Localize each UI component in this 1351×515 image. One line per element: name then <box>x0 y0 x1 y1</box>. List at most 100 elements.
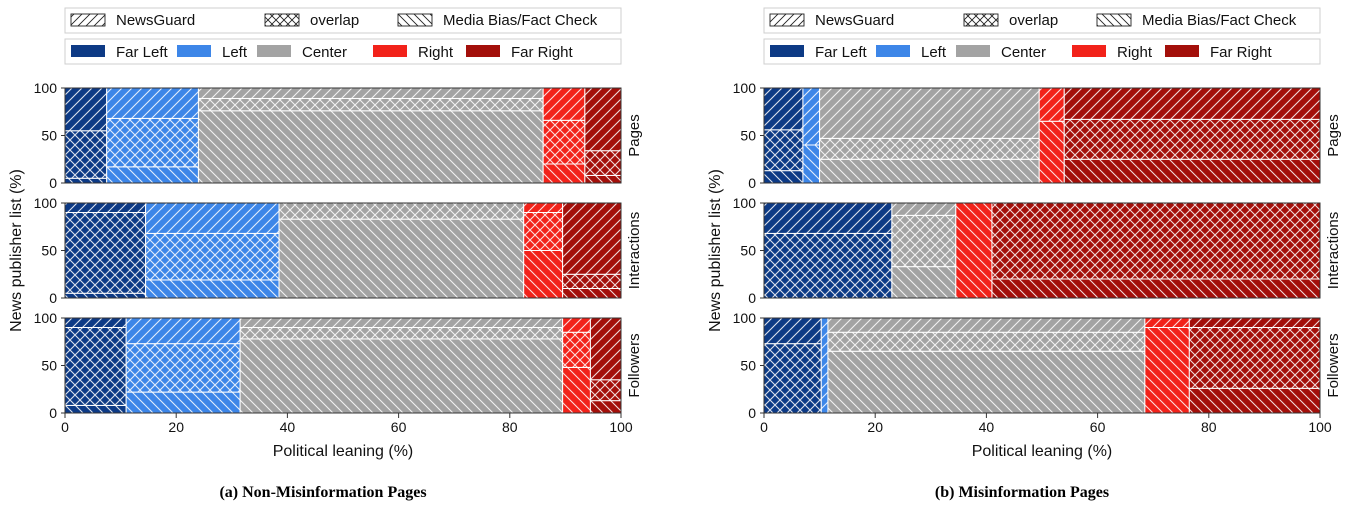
bar-center-overlap-hatch <box>198 98 544 111</box>
bar-center-overlap-hatch <box>827 332 1145 352</box>
x-tick-label: 80 <box>502 419 518 435</box>
x-axis-label: Political leaning (%) <box>273 443 414 460</box>
legend-swatch-leaning-2 <box>956 45 990 57</box>
bar-far-right-mbfc-hatch <box>584 175 621 183</box>
bar-far-right-overlap-hatch <box>562 274 621 289</box>
bar-left-newsguard-hatch <box>126 318 241 344</box>
legend-label-newsguard: NewsGuard <box>815 12 894 29</box>
legend-label-overlap: overlap <box>1009 12 1058 29</box>
panel-caption: (a) Non-Misinformation Pages <box>219 484 426 501</box>
bar-right-newsguard-hatch <box>1039 88 1065 122</box>
y-tick-label: 50 <box>41 358 57 374</box>
legend-leanings-frame <box>64 38 622 65</box>
legend-swatch-overlap <box>264 13 300 27</box>
row-pages: 0 50 100 Pages <box>733 80 1342 191</box>
chart-panel-0: NewsGuard overlap Media Bias/Fact Check Far… <box>8 7 643 501</box>
x-tick-label: 80 <box>1201 419 1217 435</box>
x-tick-label: 20 <box>168 419 184 435</box>
bar-right-newsguard-hatch <box>562 318 591 333</box>
bar-far-left-newsguard-hatch <box>764 318 822 344</box>
x-tick-label: 40 <box>280 419 296 435</box>
legend-label-leaning-3: Right <box>418 44 454 61</box>
legend-sources-frame <box>64 7 622 34</box>
bar-center-newsguard-hatch <box>819 88 1040 139</box>
legend-swatch-leaning-4 <box>1165 45 1199 57</box>
y-tick-label: 50 <box>740 243 756 259</box>
legend-swatch-leaning-0 <box>71 45 105 57</box>
bar-center-overlap-hatch <box>240 327 563 339</box>
x-tick-label: 20 <box>867 419 883 435</box>
x-axis-label: Political leaning (%) <box>972 443 1113 460</box>
y-tick-label: 100 <box>733 80 757 96</box>
bar-far-right-newsguard-hatch <box>562 203 621 275</box>
bar-right-overlap-hatch <box>562 332 591 368</box>
x-tick-label: 60 <box>1090 419 1106 435</box>
bar-far-left-mbfc-hatch <box>65 178 107 183</box>
bar-left-newsguard-hatch <box>145 203 280 234</box>
bar-far-left-newsguard-hatch <box>65 318 127 328</box>
y-tick-label: 0 <box>748 175 756 191</box>
y-tick-label: 50 <box>41 243 57 259</box>
legend-label-leaning-2: Center <box>302 44 347 61</box>
row-followers: 0 50 100 Followers <box>733 310 1342 421</box>
y-tick-label: 50 <box>41 128 57 144</box>
y-tick-label: 0 <box>748 405 756 421</box>
bar-far-left-overlap-hatch <box>65 130 107 179</box>
legend-swatch-leaning-1 <box>876 45 910 57</box>
panel-caption: (b) Misinformation Pages <box>935 484 1109 501</box>
x-tick-label: 40 <box>979 419 995 435</box>
bar-center-mbfc-hatch <box>827 351 1145 413</box>
legend-label-leaning-0: Far Left <box>116 44 169 61</box>
legend-swatch-mbfc <box>397 13 433 27</box>
y-tick-label: 100 <box>733 310 757 326</box>
bar-far-left-overlap-hatch <box>764 129 803 171</box>
bar-right-overlap-hatch <box>543 120 585 164</box>
bar-center-overlap-hatch <box>279 203 524 220</box>
bar-left-newsguard-hatch <box>821 318 828 413</box>
legend-swatch-leaning-3 <box>1072 45 1106 57</box>
y-tick-label: 0 <box>748 290 756 306</box>
bar-far-right-overlap-hatch <box>1189 327 1320 389</box>
bar-left-newsguard-hatch <box>802 88 820 145</box>
bar-right-mbfc-hatch <box>562 367 591 413</box>
y-tick-label: 50 <box>740 128 756 144</box>
legend-label-mbfc: Media Bias/Fact Check <box>443 12 598 29</box>
bar-far-right-newsguard-hatch <box>590 318 621 380</box>
bar-far-left-newsguard-hatch <box>65 203 146 213</box>
legend-sources-frame <box>763 7 1321 34</box>
row-label-interactions: Interactions <box>1325 212 1342 290</box>
bar-center-newsguard-hatch <box>240 318 563 328</box>
bar-center-newsguard-hatch <box>827 318 1145 333</box>
bar-left-overlap-hatch <box>145 233 280 280</box>
y-tick-label: 50 <box>740 358 756 374</box>
bar-far-right-mbfc-hatch <box>1064 159 1320 183</box>
bar-center-mbfc-hatch <box>279 219 524 298</box>
bar-far-left-overlap-hatch <box>65 212 146 294</box>
x-tick-label: 0 <box>61 419 69 435</box>
legend-label-newsguard: NewsGuard <box>116 12 195 29</box>
row-followers: 0 50 100 Followers <box>34 310 643 421</box>
bar-far-right-newsguard-hatch <box>1189 318 1320 328</box>
legend-leanings: Far Left Left Center Right Far Right <box>763 38 1321 65</box>
y-tick-label: 100 <box>34 310 58 326</box>
bar-far-left-mbfc-hatch <box>65 405 127 413</box>
bar-right-mbfc-hatch <box>1144 327 1190 413</box>
legend-label-leaning-0: Far Left <box>815 44 868 61</box>
legend-label-leaning-4: Far Right <box>1210 44 1273 61</box>
bar-center-newsguard-hatch <box>891 203 956 216</box>
y-tick-label: 0 <box>49 175 57 191</box>
x-tick-label: 100 <box>1308 419 1332 435</box>
bar-right-overlap-hatch <box>523 212 563 251</box>
bar-far-right-mbfc-hatch <box>562 288 621 298</box>
bar-right-newsguard-hatch <box>1144 318 1190 328</box>
bar-right-newsguard-hatch <box>543 88 585 121</box>
y-tick-label: 100 <box>34 80 58 96</box>
bar-center-mbfc-hatch <box>240 338 563 413</box>
legend-swatch-overlap <box>963 13 999 27</box>
legend-swatch-leaning-4 <box>466 45 500 57</box>
legend-swatch-leaning-2 <box>257 45 291 57</box>
row-interactions: 0 50 100 Interactions <box>34 195 643 306</box>
legend-label-leaning-1: Left <box>921 44 947 61</box>
